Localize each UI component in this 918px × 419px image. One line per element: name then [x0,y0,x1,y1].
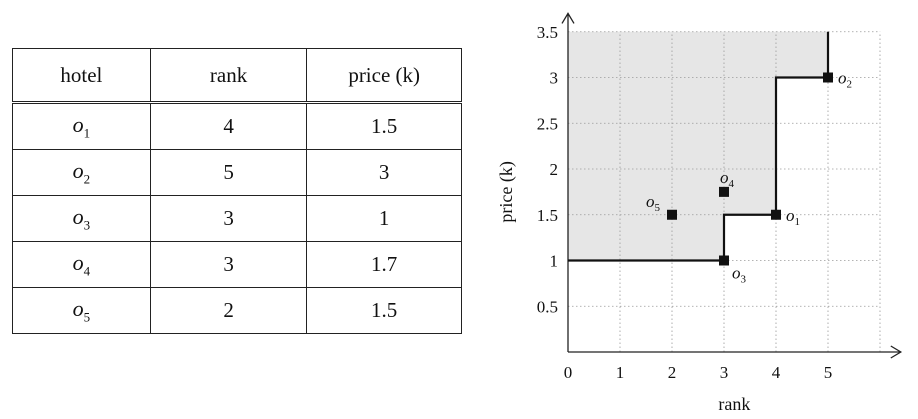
x-tick-label: 0 [564,363,573,382]
price-cell: 1.7 [306,241,462,288]
point-o2 [823,72,833,83]
hotel-cell: o3 [12,195,151,242]
labels-layer: 0 1 2 3 4 5 0.5 1 1.5 2 2.5 3 3.5 rank price (k) o1 o2 o3… [496,23,852,414]
x-axis-arrow [890,345,903,359]
hotel-cell: o4 [12,241,151,288]
point-o4 [719,186,729,197]
point-label-o1: o1 [786,206,800,228]
point-label-o2: o2 [838,69,852,91]
skyline-chart: 0 1 2 3 4 5 0.5 1 1.5 2 2.5 3 3.5 rank price (k) o1 o2 o3… [496,12,903,414]
hotel-cell: o5 [12,287,151,334]
rank-cell: 2 [149,287,308,334]
y-tick-label: 1 [550,252,559,271]
y-tick-label: 0.5 [537,297,558,316]
price-cell: 1 [306,195,462,242]
table-row: o1 4 1.5 [12,102,462,150]
price-cell: 3 [306,149,462,196]
hotel-table: hotel rank price (k) o1 4 1.5 o2 5 3 o3 … [12,48,462,334]
points-layer [667,72,833,266]
point-label-o5: o5 [646,192,661,214]
hotel-cell: o1 [12,102,151,150]
x-axis-title: rank [718,394,750,414]
y-axis-arrow [561,12,575,24]
x-tick-label: 2 [668,363,677,382]
table-row: o3 3 1 [12,195,462,242]
axes [561,12,903,359]
point-o5 [667,209,677,220]
rank-cell: 3 [149,241,308,288]
header-price: price (k) [306,48,462,103]
y-tick-label: 1.5 [537,206,558,225]
y-tick-label: 2 [550,160,559,179]
point-o1 [771,209,781,220]
price-cell: 1.5 [306,287,462,334]
header-hotel: hotel [12,48,151,103]
y-tick-label: 3 [550,69,559,88]
x-tick-label: 5 [824,363,833,382]
table-row: o4 3 1.7 [12,241,462,288]
table-row: o2 5 3 [12,149,462,196]
price-cell: 1.5 [306,102,462,150]
y-tick-label: 2.5 [537,114,558,133]
x-tick-label: 3 [720,363,729,382]
dominance-region [568,31,828,261]
dominance-region-layer [568,31,828,261]
point-o3 [719,255,729,266]
point-label-o3: o3 [732,264,747,286]
point-label-o4: o4 [720,168,735,190]
y-tick-label: 3.5 [537,23,558,42]
y-axis-title: price (k) [496,161,517,222]
hotel-cell: o2 [12,149,151,196]
table-header-row: hotel rank price (k) [12,48,462,103]
rank-cell: 3 [149,195,308,242]
x-tick-label: 4 [772,363,781,382]
rank-cell: 5 [149,149,308,196]
table-row: o5 2 1.5 [12,287,462,334]
rank-cell: 4 [149,102,308,150]
header-rank: rank [149,48,308,103]
x-tick-label: 1 [616,363,625,382]
